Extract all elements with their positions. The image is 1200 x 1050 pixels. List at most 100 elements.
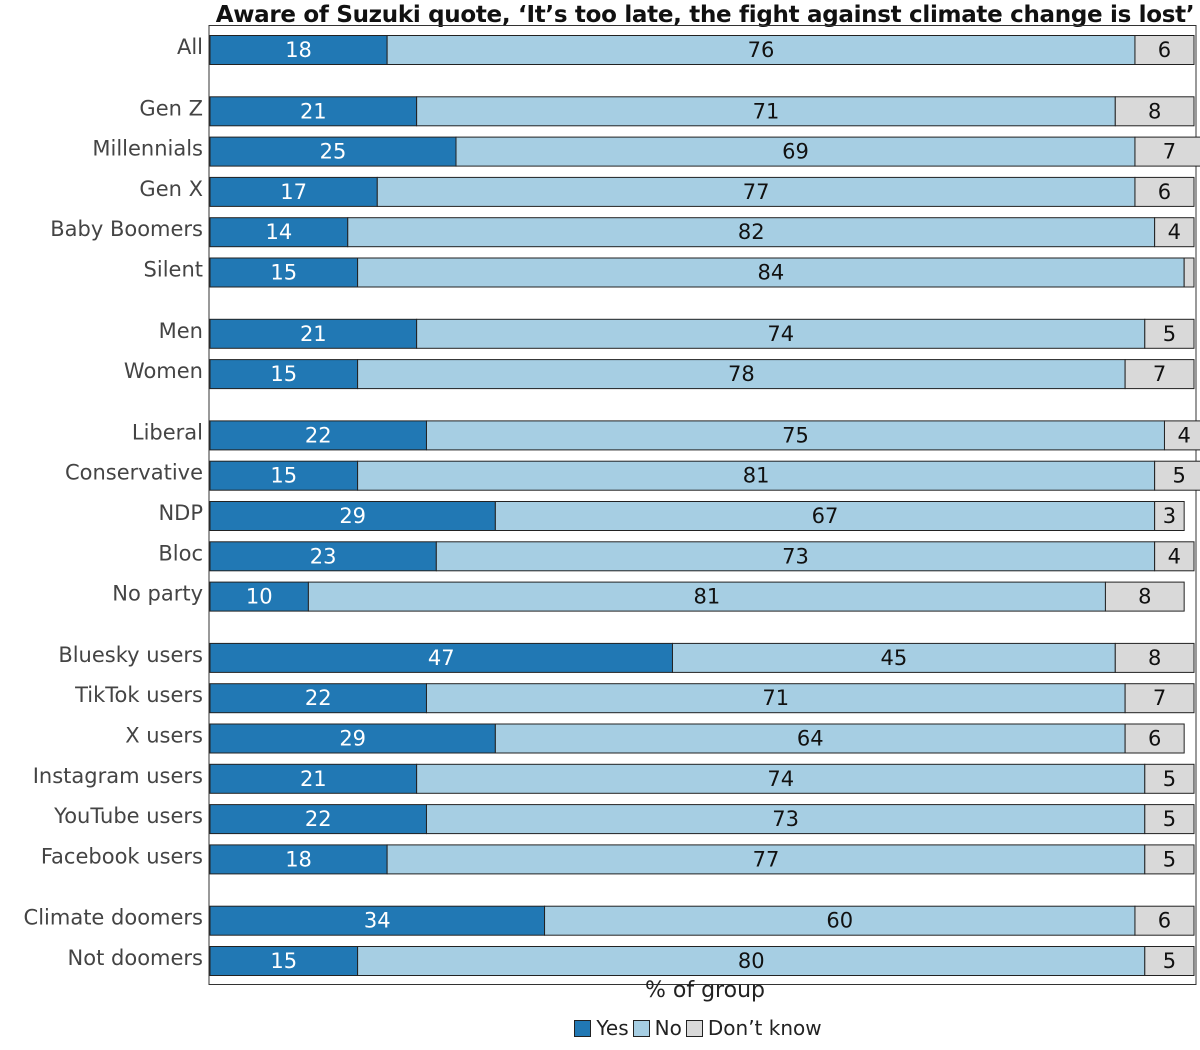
value-label-yes-tiktok-users: 22 xyxy=(305,686,332,710)
value-label-no-gen-z: 71 xyxy=(753,99,780,123)
category-label-millennials: Millennials xyxy=(92,137,203,161)
bar-no-gen-z xyxy=(416,96,1116,127)
category-label-no-party: No party xyxy=(112,582,203,606)
value-label-don-t-know-bluesky-users: 8 xyxy=(1148,646,1161,670)
value-label-no-women: 78 xyxy=(728,362,755,386)
chart-title: Aware of Suzuki quote, ‘It’s too late, t… xyxy=(215,2,1195,28)
legend-label-dont-know: Don’t know xyxy=(707,1016,822,1040)
category-label-gen-z: Gen Z xyxy=(139,96,203,120)
value-label-don-t-know-all: 6 xyxy=(1158,38,1171,62)
bar-don-t-know-youtube-users xyxy=(1144,804,1195,835)
value-label-yes-millennials: 25 xyxy=(320,140,347,164)
legend-item-yes: Yes xyxy=(574,1016,629,1040)
bar-don-t-know-ndp xyxy=(1154,501,1185,531)
bar-don-t-know-facebook-users xyxy=(1144,844,1195,875)
bar-yes-baby-boomers xyxy=(209,217,349,248)
value-label-don-t-know-gen-x: 6 xyxy=(1158,180,1171,204)
legend-swatch-yes xyxy=(574,1019,592,1037)
bar-don-t-know-conservative xyxy=(1154,460,1200,491)
legend-item-no: No xyxy=(632,1016,682,1040)
value-label-no-gen-x: 77 xyxy=(743,180,770,204)
value-label-don-t-know-climate-doomers: 6 xyxy=(1158,909,1171,933)
value-label-don-t-know-conservative: 5 xyxy=(1173,464,1186,488)
value-label-yes-instagram-users: 21 xyxy=(300,767,327,791)
bar-don-t-know-men xyxy=(1144,318,1195,349)
bar-no-youtube-users xyxy=(425,804,1146,835)
value-label-don-t-know-millennials: 7 xyxy=(1163,140,1176,164)
bar-no-ndp xyxy=(494,501,1156,531)
bar-yes-gen-z xyxy=(209,96,418,127)
value-label-don-t-know-facebook-users: 5 xyxy=(1163,847,1176,871)
bar-don-t-know-gen-x xyxy=(1134,176,1195,207)
value-label-no-instagram-users: 74 xyxy=(767,767,794,791)
bar-no-bluesky-users xyxy=(671,642,1116,673)
category-label-bloc: Bloc xyxy=(158,541,203,565)
bar-no-not-doomers xyxy=(357,946,1146,976)
bar-no-tiktok-users xyxy=(425,683,1126,714)
category-label-conservative: Conservative xyxy=(65,461,203,485)
bar-no-facebook-users xyxy=(386,844,1146,875)
value-label-no-all: 76 xyxy=(748,38,775,62)
bar-don-t-know-x-users xyxy=(1124,723,1185,754)
bar-no-x-users xyxy=(494,723,1126,754)
value-label-yes-gen-x: 17 xyxy=(280,180,307,204)
bar-don-t-know-bloc xyxy=(1154,541,1195,572)
value-label-no-bluesky-users: 45 xyxy=(881,646,908,670)
value-label-no-baby-boomers: 82 xyxy=(738,220,765,244)
category-label-gen-x: Gen X xyxy=(139,177,203,201)
value-label-no-ndp: 67 xyxy=(812,504,839,528)
value-label-yes-not-doomers: 15 xyxy=(270,949,297,973)
bar-no-bloc xyxy=(435,541,1156,572)
value-label-yes-conservative: 15 xyxy=(270,464,297,488)
value-label-yes-ndp: 29 xyxy=(339,504,366,528)
value-label-yes-no-party: 10 xyxy=(246,585,273,609)
bar-yes-not-doomers xyxy=(209,946,359,976)
value-label-no-millennials: 69 xyxy=(782,140,809,164)
value-label-yes-baby-boomers: 14 xyxy=(266,220,293,244)
bar-no-millennials xyxy=(455,136,1136,167)
value-label-yes-bloc: 23 xyxy=(310,544,337,568)
category-label-x-users: X users xyxy=(125,724,203,748)
value-label-don-t-know-youtube-users: 5 xyxy=(1163,807,1176,831)
bar-don-t-know-tiktok-users xyxy=(1124,683,1195,714)
bar-yes-facebook-users xyxy=(209,844,388,875)
category-label-facebook-users: Facebook users xyxy=(41,844,203,868)
bar-yes-all xyxy=(209,35,388,65)
bar-no-men xyxy=(416,318,1146,349)
bar-yes-men xyxy=(209,318,418,349)
bar-don-t-know-bluesky-users xyxy=(1114,642,1195,673)
bar-no-conservative xyxy=(357,460,1156,491)
value-label-don-t-know-not-doomers: 5 xyxy=(1163,949,1176,973)
bar-yes-women xyxy=(209,359,359,390)
value-label-yes-youtube-users: 22 xyxy=(305,807,332,831)
value-label-no-not-doomers: 80 xyxy=(738,949,765,973)
bar-don-t-know-climate-doomers xyxy=(1134,905,1195,936)
category-label-not-doomers: Not doomers xyxy=(68,946,203,970)
value-label-no-youtube-users: 73 xyxy=(772,807,799,831)
bar-no-women xyxy=(357,359,1126,390)
value-label-yes-men: 21 xyxy=(300,322,327,346)
value-label-no-conservative: 81 xyxy=(743,464,770,488)
value-label-don-t-know-tiktok-users: 7 xyxy=(1153,686,1166,710)
category-label-men: Men xyxy=(159,319,203,343)
bar-don-t-know-no-party xyxy=(1104,581,1185,612)
category-label-women: Women xyxy=(124,359,203,383)
value-label-yes-liberal: 22 xyxy=(305,423,332,447)
bar-yes-bloc xyxy=(209,541,437,572)
plot-frame xyxy=(208,25,1197,985)
value-label-don-t-know-x-users: 6 xyxy=(1148,727,1161,751)
value-label-no-men: 74 xyxy=(767,322,794,346)
value-label-no-bloc: 73 xyxy=(782,544,809,568)
category-label-tiktok-users: TikTok users xyxy=(74,683,203,707)
bar-don-t-know-silent xyxy=(1183,257,1195,288)
category-label-all: All xyxy=(177,35,203,59)
legend-label-yes: Yes xyxy=(596,1016,629,1040)
bar-don-t-know-instagram-users xyxy=(1144,763,1195,794)
bar-don-t-know-baby-boomers xyxy=(1154,217,1195,248)
value-label-yes-bluesky-users: 47 xyxy=(428,646,455,670)
value-label-yes-silent: 15 xyxy=(270,261,297,285)
value-label-no-no-party: 81 xyxy=(694,585,721,609)
category-label-instagram-users: Instagram users xyxy=(33,764,203,788)
value-label-don-t-know-ndp: 3 xyxy=(1163,504,1176,528)
